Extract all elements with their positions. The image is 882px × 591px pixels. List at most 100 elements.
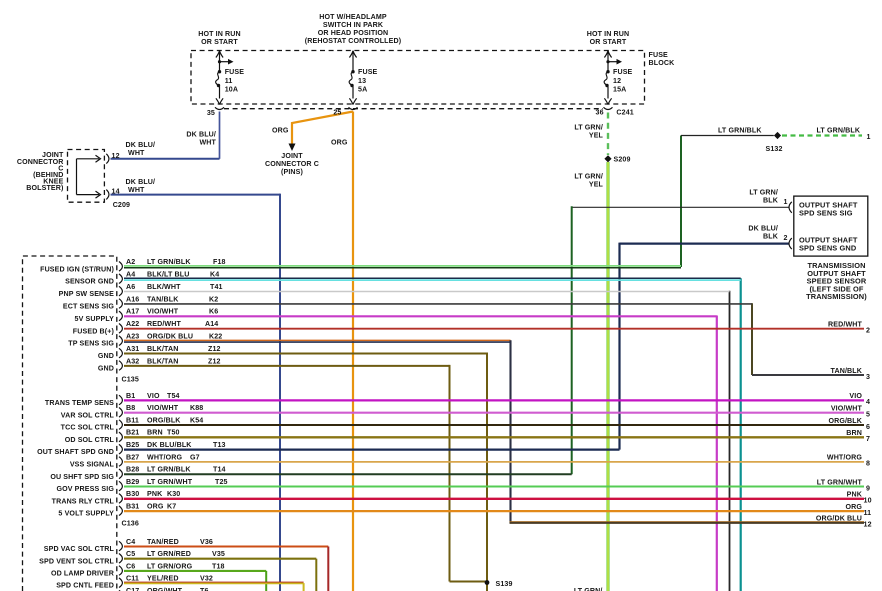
svg-text:C17: C17 bbox=[126, 587, 139, 591]
svg-text:LT GRN/BLK: LT GRN/BLK bbox=[817, 127, 861, 135]
svg-text:A32: A32 bbox=[126, 357, 139, 365]
svg-text:A23: A23 bbox=[126, 333, 139, 341]
svg-text:G7: G7 bbox=[190, 453, 200, 461]
svg-text:BLK/LT BLU: BLK/LT BLU bbox=[147, 271, 189, 279]
svg-text:ORG/WHT: ORG/WHT bbox=[147, 587, 183, 591]
svg-text:BLK: BLK bbox=[763, 233, 779, 241]
svg-text:2: 2 bbox=[866, 327, 870, 335]
svg-text:C136: C136 bbox=[122, 520, 139, 528]
svg-text:FUSE: FUSE bbox=[358, 68, 378, 76]
svg-text:CONNECTOR C: CONNECTOR C bbox=[265, 160, 319, 168]
svg-text:12: 12 bbox=[864, 521, 872, 529]
svg-text:YEL: YEL bbox=[589, 181, 604, 189]
svg-text:ORG/DK BLU: ORG/DK BLU bbox=[147, 333, 193, 341]
svg-text:15A: 15A bbox=[613, 86, 626, 94]
svg-text:FUSE: FUSE bbox=[649, 51, 669, 59]
svg-text:OUTPUT SHAFT: OUTPUT SHAFT bbox=[807, 269, 866, 278]
svg-text:Z12: Z12 bbox=[208, 345, 221, 353]
svg-text:ECT SENS SIG: ECT SENS SIG bbox=[63, 303, 114, 311]
svg-text:A6: A6 bbox=[126, 283, 135, 291]
svg-text:(PINS): (PINS) bbox=[281, 168, 304, 176]
svg-text:VIO: VIO bbox=[147, 392, 160, 400]
svg-text:36: 36 bbox=[596, 109, 604, 117]
svg-text:A14: A14 bbox=[205, 320, 218, 328]
svg-text:TAN/BLK: TAN/BLK bbox=[831, 367, 863, 375]
svg-text:6: 6 bbox=[866, 423, 870, 431]
svg-text:RED/WHT: RED/WHT bbox=[147, 320, 181, 328]
svg-text:B30: B30 bbox=[126, 490, 139, 498]
svg-text:OD LAMP DRIVER: OD LAMP DRIVER bbox=[51, 570, 114, 578]
svg-text:WHT: WHT bbox=[128, 149, 145, 157]
svg-text:12: 12 bbox=[112, 152, 120, 160]
svg-text:K22: K22 bbox=[209, 333, 222, 341]
svg-text:K88: K88 bbox=[190, 404, 203, 412]
svg-text:PNK: PNK bbox=[147, 490, 163, 498]
svg-text:K7: K7 bbox=[167, 503, 176, 511]
svg-text:CONNECTOR: CONNECTOR bbox=[17, 158, 64, 166]
svg-text:LT GRN/: LT GRN/ bbox=[574, 124, 603, 132]
svg-text:GOV PRESS SIG: GOV PRESS SIG bbox=[56, 485, 114, 493]
svg-text:1: 1 bbox=[867, 133, 871, 141]
svg-text:LT GRN/: LT GRN/ bbox=[574, 587, 603, 591]
svg-text:FUSED B(+): FUSED B(+) bbox=[73, 327, 115, 335]
svg-text:B31: B31 bbox=[126, 503, 139, 511]
svg-text:C: C bbox=[58, 164, 63, 172]
svg-text:HOT IN RUN: HOT IN RUN bbox=[198, 30, 241, 38]
svg-text:TCC SOL CTRL: TCC SOL CTRL bbox=[61, 424, 115, 432]
svg-text:OR START: OR START bbox=[590, 38, 627, 46]
svg-text:A31: A31 bbox=[126, 345, 139, 353]
svg-text:10: 10 bbox=[864, 497, 872, 505]
svg-text:GND: GND bbox=[98, 365, 114, 373]
svg-text:B27: B27 bbox=[126, 453, 139, 461]
svg-text:OU SHFT SPD SIG: OU SHFT SPD SIG bbox=[50, 473, 114, 481]
svg-text:12: 12 bbox=[613, 77, 621, 85]
svg-text:T13: T13 bbox=[213, 441, 226, 449]
svg-text:DK BLU/: DK BLU/ bbox=[186, 131, 216, 139]
svg-text:S139: S139 bbox=[496, 580, 513, 588]
svg-text:B25: B25 bbox=[126, 441, 139, 449]
svg-text:14: 14 bbox=[112, 188, 120, 196]
svg-text:LT GRN/WHT: LT GRN/WHT bbox=[147, 478, 193, 486]
svg-text:YEL: YEL bbox=[589, 132, 604, 140]
svg-text:B8: B8 bbox=[126, 404, 135, 412]
svg-text:DK BLU/: DK BLU/ bbox=[126, 141, 156, 149]
svg-text:KNEE: KNEE bbox=[43, 178, 63, 186]
svg-text:(LEFT SIDE OF: (LEFT SIDE OF bbox=[809, 284, 863, 293]
svg-text:5V SUPPLY: 5V SUPPLY bbox=[75, 315, 115, 323]
svg-text:K2: K2 bbox=[209, 295, 218, 303]
svg-text:ORG: ORG bbox=[272, 127, 289, 135]
svg-text:BRN: BRN bbox=[147, 429, 163, 437]
svg-text:9: 9 bbox=[866, 484, 870, 492]
svg-text:B28: B28 bbox=[126, 466, 139, 474]
svg-text:C6: C6 bbox=[126, 562, 135, 570]
svg-text:B11: B11 bbox=[126, 416, 139, 424]
svg-text:TAN/RED: TAN/RED bbox=[147, 538, 179, 546]
svg-text:C4: C4 bbox=[126, 538, 135, 546]
svg-text:5A: 5A bbox=[358, 86, 367, 94]
svg-text:7: 7 bbox=[866, 435, 870, 443]
svg-text:LT GRN/WHT: LT GRN/WHT bbox=[817, 478, 863, 486]
svg-text:LT GRN/BLK: LT GRN/BLK bbox=[718, 127, 762, 135]
svg-text:SPD VENT SOL CTRL: SPD VENT SOL CTRL bbox=[39, 557, 114, 565]
svg-text:BLK/TAN: BLK/TAN bbox=[147, 345, 178, 353]
svg-text:S132: S132 bbox=[766, 145, 783, 153]
svg-text:WHT/ORG: WHT/ORG bbox=[147, 453, 182, 461]
svg-text:BOLSTER): BOLSTER) bbox=[26, 184, 64, 192]
svg-text:C209: C209 bbox=[113, 201, 130, 209]
svg-text:BLK/TAN: BLK/TAN bbox=[147, 357, 178, 365]
svg-text:OR HEAD POSITION: OR HEAD POSITION bbox=[318, 29, 389, 37]
svg-text:VIO/WHT: VIO/WHT bbox=[147, 308, 179, 316]
svg-text:V32: V32 bbox=[200, 575, 213, 583]
svg-text:SENSOR GND: SENSOR GND bbox=[65, 278, 114, 286]
svg-text:ORG: ORG bbox=[331, 139, 348, 147]
svg-text:1: 1 bbox=[784, 198, 788, 206]
svg-text:VAR SOL CTRL: VAR SOL CTRL bbox=[61, 411, 115, 419]
svg-text:OR START: OR START bbox=[201, 38, 238, 46]
svg-text:8: 8 bbox=[866, 460, 870, 468]
svg-text:FUSE: FUSE bbox=[613, 68, 633, 76]
svg-text:HOT IN RUN: HOT IN RUN bbox=[587, 30, 630, 38]
svg-text:LT GRN/BLK: LT GRN/BLK bbox=[147, 258, 191, 266]
svg-text:LT GRN/: LT GRN/ bbox=[574, 173, 603, 181]
svg-text:OUT SHAFT SPD GND: OUT SHAFT SPD GND bbox=[37, 448, 114, 456]
svg-text:S209: S209 bbox=[614, 155, 631, 163]
